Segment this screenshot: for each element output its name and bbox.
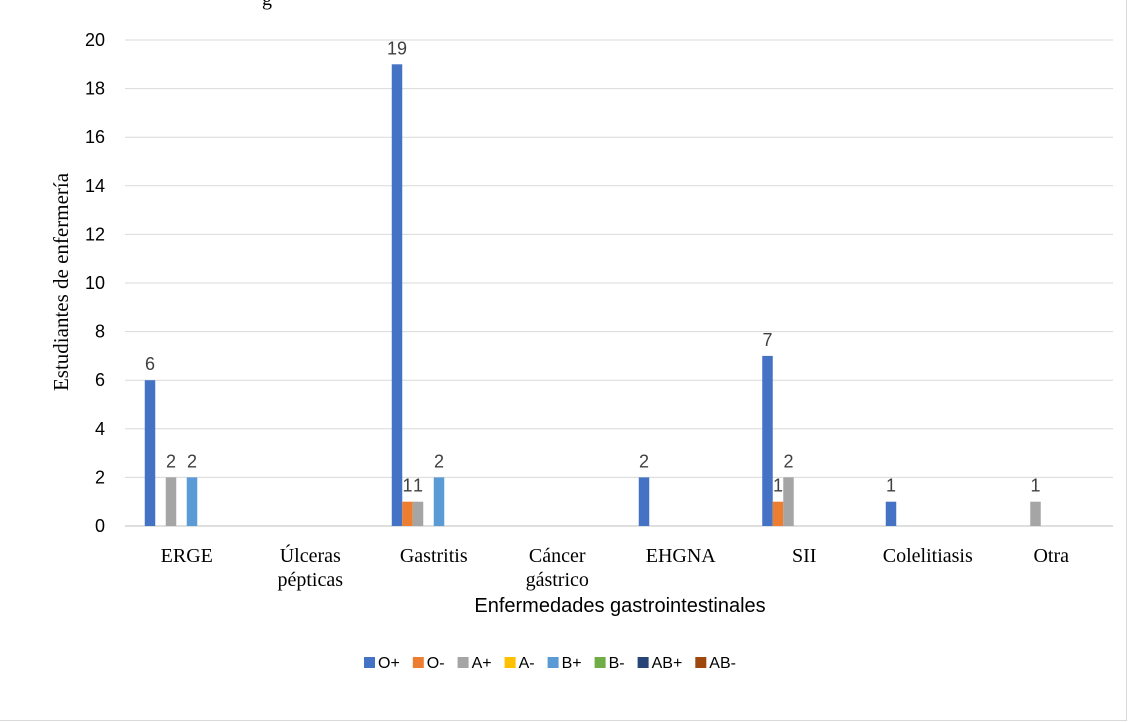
y-tick-label: 10 [85,273,105,293]
bar [783,477,794,526]
y-tick-label: 18 [85,79,105,99]
chart-title-fragment: g [262,0,382,10]
legend-label: B+ [562,655,582,672]
data-label: 7 [762,330,772,350]
y-tick-label: 20 [85,30,105,50]
legend-label: AB+ [652,655,683,672]
data-label: 1 [413,476,423,496]
data-label: 2 [187,451,197,471]
x-category-label: Gastritis [400,545,468,567]
y-axis-title: Estudiantes de enfermería [49,172,73,391]
x-axis-title: Enfermedades gastrointestinales [474,595,765,617]
gridlines [125,39,1113,527]
y-axis-ticks: 0 2 4 6 8 10 12 14 16 18 20 [85,30,105,536]
legend-swatch [412,657,424,668]
data-label: 2 [166,451,176,471]
bar [762,355,773,526]
x-category-label: Colelitiasis [883,545,973,567]
legend-label: A+ [472,655,492,672]
y-tick-label: 12 [85,224,105,244]
data-label: 6 [145,354,155,374]
y-tick-label: 6 [95,370,105,390]
legend-swatch [364,657,375,668]
bar [638,477,650,526]
data-label: 1 [773,476,783,496]
legend-swatch [547,657,559,668]
data-label: 19 [387,38,407,58]
x-category-label: pépticas [277,569,343,591]
bar [402,501,413,526]
legend-label: O+ [378,655,400,672]
data-label: 2 [639,451,649,471]
y-tick-label: 14 [85,176,105,196]
legend-label: AB- [709,655,736,672]
data-label: 2 [434,451,444,471]
data-label: 2 [783,451,793,471]
legend-swatch [695,657,707,668]
legend-swatch [637,657,649,668]
legend-swatch [594,657,606,668]
y-tick-label: 0 [95,516,105,536]
x-category-label: SII [792,545,816,567]
y-tick-label: 2 [95,467,105,487]
bar [433,477,445,526]
bar [1030,501,1041,526]
x-category-label: Cáncer [529,545,586,567]
legend-swatch [504,657,516,668]
data-label: 1 [1030,476,1040,496]
data-label: 1 [886,476,896,496]
x-category-label: gástrico [526,569,589,591]
x-category-label: Otra [1033,545,1069,567]
bar [391,64,403,527]
bar [186,477,198,526]
bars [144,64,1041,527]
legend-label: O- [427,655,445,672]
bar [885,501,897,526]
bar [772,501,784,526]
y-tick-label: 8 [95,322,105,342]
x-category-label: Úlceras [280,543,341,567]
bar [165,477,177,526]
bar [144,380,156,526]
y-tick-label: 4 [95,419,105,439]
y-tick-label: 16 [85,127,105,147]
x-category-label: EHGNA [646,545,717,567]
legend-label: B- [609,655,625,672]
x-category-label: ERGE [161,545,213,567]
data-label: 1 [402,476,412,496]
bar [412,501,424,526]
legend-swatch [457,657,469,668]
legend-label: A- [519,655,535,672]
legend: O+ O- A+ A- B+ B- AB+ AB- [364,655,736,672]
